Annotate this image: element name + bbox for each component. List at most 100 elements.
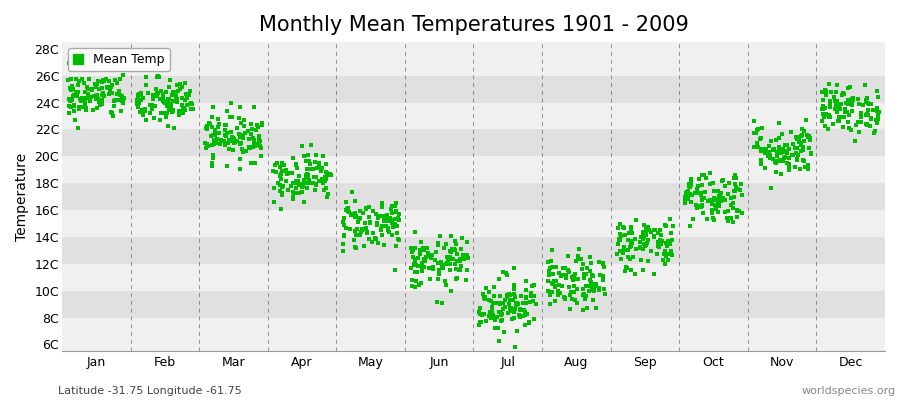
- Point: [517, 306, 531, 313]
- Point: [718, 182, 733, 189]
- Point: [248, 137, 262, 144]
- Point: [376, 241, 391, 248]
- Point: [860, 121, 874, 127]
- Point: [318, 175, 332, 182]
- Point: [452, 267, 466, 273]
- Point: [432, 266, 446, 273]
- Point: [596, 273, 610, 279]
- Point: [336, 219, 350, 226]
- Point: [362, 204, 376, 210]
- Point: [337, 222, 351, 228]
- Point: [505, 316, 519, 322]
- Point: [171, 88, 185, 94]
- Point: [488, 324, 502, 331]
- Point: [580, 265, 594, 271]
- Point: [860, 95, 874, 102]
- Point: [433, 233, 447, 239]
- Point: [204, 133, 219, 139]
- Point: [611, 225, 625, 232]
- Point: [141, 90, 156, 96]
- Point: [143, 102, 157, 108]
- Point: [233, 104, 248, 111]
- Point: [507, 290, 521, 297]
- Point: [306, 180, 320, 186]
- Point: [790, 152, 805, 158]
- Point: [178, 80, 193, 86]
- Point: [389, 242, 403, 249]
- Point: [145, 101, 159, 108]
- Point: [431, 260, 446, 266]
- Point: [559, 275, 573, 281]
- Point: [163, 101, 177, 107]
- Point: [555, 272, 570, 278]
- Point: [162, 96, 176, 102]
- Point: [245, 126, 259, 132]
- Point: [871, 112, 886, 118]
- Point: [449, 241, 464, 247]
- Point: [625, 239, 639, 246]
- Point: [320, 194, 334, 200]
- Point: [226, 147, 240, 153]
- Point: [502, 301, 517, 307]
- Point: [274, 171, 289, 178]
- Point: [733, 186, 747, 193]
- Point: [234, 146, 248, 152]
- Point: [729, 184, 743, 190]
- Legend: Mean Temp: Mean Temp: [68, 48, 170, 71]
- Point: [624, 238, 638, 244]
- Point: [562, 269, 576, 276]
- Point: [663, 230, 678, 236]
- Point: [353, 208, 367, 214]
- Point: [747, 144, 761, 150]
- Text: worldspecies.org: worldspecies.org: [801, 386, 896, 396]
- Point: [790, 155, 805, 162]
- Point: [130, 99, 145, 106]
- Point: [150, 73, 165, 79]
- Point: [449, 274, 464, 281]
- Point: [780, 142, 795, 148]
- Point: [842, 100, 856, 107]
- Point: [101, 84, 115, 91]
- Point: [689, 204, 704, 211]
- Point: [108, 97, 122, 103]
- Point: [274, 173, 288, 180]
- Point: [794, 132, 808, 139]
- Point: [176, 109, 190, 116]
- Point: [845, 96, 859, 102]
- Point: [71, 104, 86, 110]
- Point: [678, 200, 692, 206]
- Point: [854, 114, 868, 121]
- Point: [175, 102, 189, 108]
- Point: [491, 325, 505, 331]
- Point: [429, 299, 444, 305]
- Point: [832, 118, 847, 124]
- Point: [634, 234, 648, 240]
- Point: [439, 261, 454, 268]
- Point: [589, 280, 603, 287]
- Point: [134, 90, 148, 96]
- Point: [720, 191, 734, 198]
- Point: [494, 300, 508, 306]
- Point: [252, 138, 266, 144]
- Bar: [62, 318, 885, 344]
- Point: [391, 236, 405, 242]
- Point: [659, 223, 673, 229]
- Point: [310, 182, 324, 188]
- Point: [413, 251, 428, 257]
- Point: [405, 249, 419, 255]
- Point: [716, 195, 731, 201]
- Point: [802, 145, 816, 152]
- Point: [417, 256, 431, 263]
- Point: [381, 218, 395, 224]
- Point: [639, 229, 653, 235]
- Point: [175, 94, 189, 101]
- Point: [219, 122, 233, 128]
- Point: [385, 223, 400, 230]
- Point: [349, 232, 364, 238]
- Point: [782, 155, 796, 161]
- Point: [422, 265, 436, 271]
- Point: [485, 306, 500, 313]
- Point: [292, 182, 307, 188]
- Point: [312, 165, 327, 171]
- Point: [782, 160, 796, 167]
